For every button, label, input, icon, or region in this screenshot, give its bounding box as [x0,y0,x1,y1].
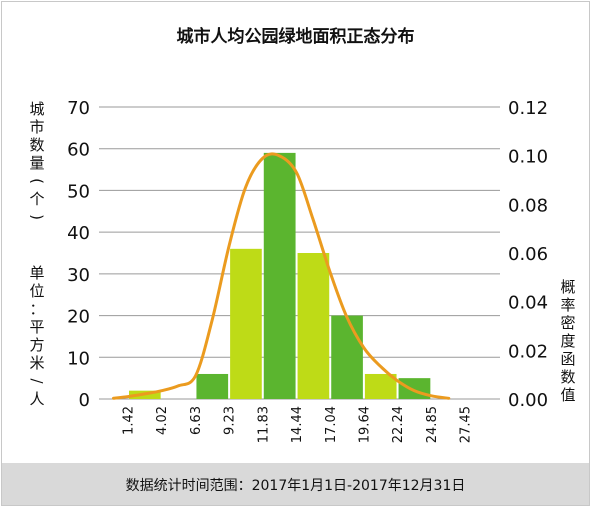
y-tick-right-3: 0.06 [508,244,548,265]
y-axis-left-ticks: 0 10 20 30 40 50 60 70 [67,98,90,411]
x-tick-4: 11.83 [256,406,271,443]
bar-7 [364,373,397,399]
bar-layer [129,152,431,399]
y-axis-right-ticks: 0.00 0.02 0.04 0.06 0.08 0.10 0.12 [508,98,548,411]
y-tick-right-5: 0.10 [508,147,548,168]
x-tick-3: 9.23 [223,406,238,435]
x-tick-7: 19.64 [357,406,372,443]
unit-label: 单位：平方米 / 人 [28,264,46,408]
x-axis-ticks: 1.42 4.02 6.63 9.23 11.83 14.44 17.04 19.64 22.2… [122,406,474,443]
y-tick-left-1: 10 [67,348,90,369]
chart-plot: 0 10 20 30 40 50 60 70 0.00 0.02 0.04 0.06 0.08 0.10… [67,98,548,443]
y-tick-right-2: 0.04 [508,293,548,314]
y-tick-right-0: 0.00 [508,390,548,411]
y-tick-right-1: 0.02 [508,341,548,362]
y-axis-label-left: 城市数量(个) [28,100,46,220]
density-curve [112,152,451,400]
y-axis-label-right: 概率密度函数值 [560,278,576,404]
bar-3 [230,248,262,399]
x-tick-5: 14.44 [290,406,305,443]
y-tick-left-3: 30 [67,265,90,286]
x-tick-9: 24.85 [425,406,440,443]
chart-title: 城市人均公园绿地面积正态分布 [176,27,415,47]
x-tick-0: 1.42 [122,406,137,435]
y-tick-left-4: 40 [67,223,90,244]
bar-4 [263,152,296,399]
footer-text: 数据统计时间范围：2017年1月1日-2017年12月31日 [125,478,466,494]
bar-6 [331,315,363,399]
footer-bar: 数据统计时间范围：2017年1月1日-2017年12月31日 [2,463,589,505]
x-tick-2: 6.63 [189,406,204,435]
x-tick-1: 4.02 [155,406,170,435]
y-tick-left-7: 70 [67,98,90,119]
bar-2 [196,373,229,399]
y-tick-right-6: 0.12 [508,98,548,119]
x-tick-10: 27.45 [459,406,474,443]
x-tick-6: 17.04 [324,406,339,443]
y-tick-left-6: 60 [67,140,90,161]
y-tick-left-5: 50 [67,181,90,202]
curve-layer [112,152,451,400]
y-tick-left-2: 20 [67,307,90,328]
bar-5 [297,253,330,399]
y-tick-right-4: 0.08 [508,195,548,216]
x-tick-8: 22.24 [391,406,406,443]
y-tick-left-0: 0 [79,390,90,411]
